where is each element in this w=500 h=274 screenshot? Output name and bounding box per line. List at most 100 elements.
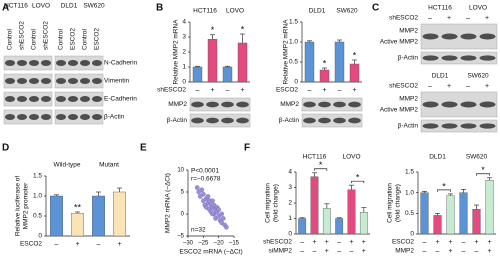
blot-band xyxy=(441,101,458,108)
blot-band xyxy=(91,78,103,84)
blot-band xyxy=(348,101,361,108)
blot-band xyxy=(348,117,361,124)
blot-band xyxy=(67,60,79,66)
blot-band xyxy=(441,123,458,129)
y-axis-label: Cell migration xyxy=(265,183,272,223)
blot-band xyxy=(79,96,91,102)
row-label: Active MMP2 xyxy=(380,107,419,114)
y-axis-label: (fold change) xyxy=(273,184,280,222)
significance: * xyxy=(211,25,215,35)
x-row-label: MMP2 xyxy=(395,248,414,255)
x-tick-label: + xyxy=(210,87,214,94)
blot-band xyxy=(333,101,346,108)
y-tick-label: 0 xyxy=(181,212,185,218)
y-tick-label: 1.5 xyxy=(289,19,298,26)
lane-label: Control xyxy=(31,28,38,50)
x-tick-label: – xyxy=(313,248,317,255)
y-tick-label: 0.5 xyxy=(289,59,298,66)
bar xyxy=(347,189,356,235)
error-bar xyxy=(322,67,327,70)
blot-band xyxy=(79,60,91,66)
blot-band xyxy=(79,78,91,84)
bar xyxy=(207,39,218,83)
blot-band xyxy=(67,114,79,120)
bar xyxy=(420,192,429,235)
y-axis-label: Relative MMP2 mRNA xyxy=(173,19,180,85)
point xyxy=(219,211,225,217)
x-tick-label: – xyxy=(423,248,427,255)
bar xyxy=(322,208,331,235)
blot-band xyxy=(422,123,439,129)
row-label: β-Actin xyxy=(279,117,300,124)
x-tick-label: + xyxy=(448,248,452,255)
x-tick-label: + xyxy=(487,248,491,255)
bar xyxy=(334,41,345,83)
blot xyxy=(3,109,53,125)
blot-band xyxy=(236,101,249,108)
bar xyxy=(192,66,203,83)
y-axis-label: MMP2 mRNA (–ΔCt) xyxy=(165,173,172,233)
significance: * xyxy=(481,165,485,175)
bar xyxy=(304,41,315,83)
x-tick-label: – xyxy=(350,248,354,255)
y-tick-label: –5 xyxy=(177,234,184,240)
y-tick-label: 3 xyxy=(288,184,292,191)
y-tick-label: 1.5 xyxy=(33,173,42,180)
error-bar xyxy=(422,191,427,193)
lane-label: shESCO2 xyxy=(19,21,26,50)
x-tick-label: – xyxy=(196,87,200,94)
error-bar xyxy=(336,217,342,219)
blot-band xyxy=(16,114,28,120)
blot-band xyxy=(67,96,79,102)
blot xyxy=(189,113,251,128)
blot-band xyxy=(441,33,458,40)
group-label: DLD1 xyxy=(309,8,326,15)
blot-band xyxy=(28,60,40,66)
x-row-label: ESCO2 xyxy=(276,87,298,94)
x-tick-label: – xyxy=(97,241,101,248)
x-tick-label: + xyxy=(117,241,121,248)
cell-line: LOVO xyxy=(469,5,487,12)
error-bar xyxy=(210,34,215,40)
row-label: N-Cadherin xyxy=(104,60,138,67)
x-tick-label: – xyxy=(462,239,466,246)
x-tick-label: + xyxy=(312,239,316,246)
blot-band xyxy=(28,78,40,84)
x-tick-label: – xyxy=(300,239,304,246)
point xyxy=(216,207,222,212)
sign: – xyxy=(428,83,432,90)
group-label: LOVO xyxy=(342,154,360,161)
blot-band xyxy=(16,60,28,66)
sign: – xyxy=(428,15,432,22)
blot xyxy=(189,97,251,112)
blot-band xyxy=(55,96,67,102)
blot-band xyxy=(16,96,28,102)
x-tick-label: + xyxy=(352,87,356,94)
x-row-label: siMMP2 xyxy=(269,248,293,255)
error-bar xyxy=(225,65,230,67)
significance-bracket xyxy=(351,180,365,184)
y-axis-label: MMP2 promoter xyxy=(23,182,30,229)
bar xyxy=(319,69,330,83)
lane-label: ESCO2 xyxy=(70,28,77,50)
y-tick-label: 1.0 xyxy=(405,189,414,196)
sign: + xyxy=(447,83,451,90)
group-label: SW620 xyxy=(466,154,488,161)
point xyxy=(220,216,226,221)
significance: * xyxy=(323,58,327,68)
blot-band xyxy=(460,101,477,108)
blot-band xyxy=(28,114,40,120)
y-tick-label: 0 xyxy=(288,231,292,238)
row-label: MMP2 xyxy=(399,96,418,103)
annotation: r=–0.6678 xyxy=(191,176,221,183)
x-tick-label: + xyxy=(240,87,244,94)
x-tick-label: –25 xyxy=(198,241,209,247)
error-bar xyxy=(75,211,80,214)
cell-line: HCT116 xyxy=(4,3,28,10)
x-tick-label: – xyxy=(337,239,341,246)
bar xyxy=(70,212,84,237)
blot-band xyxy=(40,60,52,66)
blot-band xyxy=(318,101,331,108)
x-tick-label: – xyxy=(337,248,341,255)
